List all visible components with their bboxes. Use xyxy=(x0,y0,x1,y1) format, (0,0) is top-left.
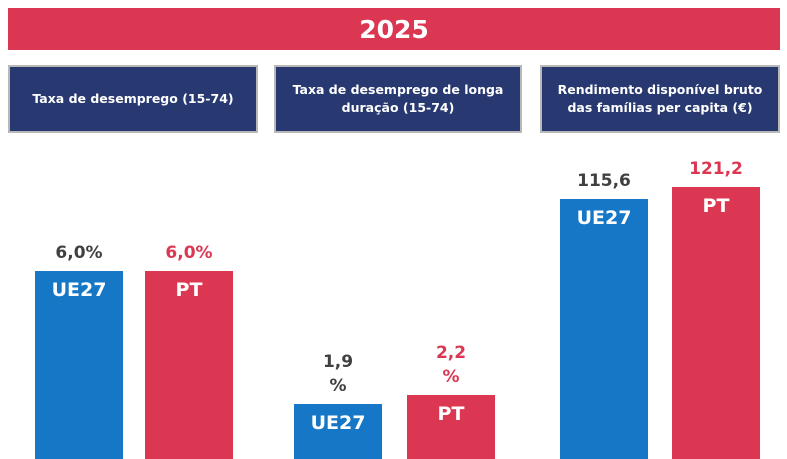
bar: PT xyxy=(672,186,760,459)
value-label: 6,0% xyxy=(165,243,213,264)
value-label: 1,9 % xyxy=(322,351,354,396)
value-label: 2,2 % xyxy=(435,343,467,388)
bar: UE27 xyxy=(560,199,648,459)
category-label: PT xyxy=(702,194,730,217)
bar: PT xyxy=(407,395,495,459)
bar: PT xyxy=(145,271,233,459)
category-label: PT xyxy=(437,403,465,426)
value-label: 115,6 xyxy=(577,171,631,192)
bar: UE27 xyxy=(294,403,382,459)
panel-title: Taxa de desemprego de longa duração (15-… xyxy=(274,65,522,133)
bar: UE27 xyxy=(35,271,123,459)
category-label: PT xyxy=(175,279,203,302)
category-label: UE27 xyxy=(51,279,107,302)
category-label: UE27 xyxy=(576,207,632,230)
value-label: 121,2 xyxy=(689,158,743,179)
panel-title: Rendimento disponível bruto das famílias… xyxy=(540,65,780,133)
category-label: UE27 xyxy=(310,411,366,434)
header: 2025 xyxy=(8,8,780,50)
value-label: 6,0% xyxy=(55,243,103,264)
panel-title: Taxa de desemprego (15-74) xyxy=(8,65,258,133)
